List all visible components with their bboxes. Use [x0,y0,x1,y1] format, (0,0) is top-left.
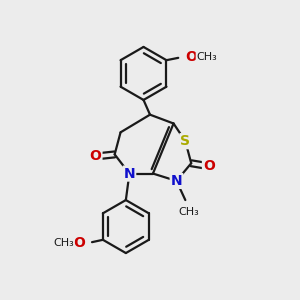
Text: CH₃: CH₃ [178,206,199,217]
Text: CH₃: CH₃ [196,52,217,62]
Text: N: N [171,174,182,188]
Text: O: O [74,236,85,250]
Text: O: O [203,159,215,173]
Text: O: O [185,50,197,64]
Text: S: S [180,134,190,148]
Text: CH₃: CH₃ [54,238,74,248]
Text: N: N [124,167,135,181]
Text: O: O [90,149,101,164]
